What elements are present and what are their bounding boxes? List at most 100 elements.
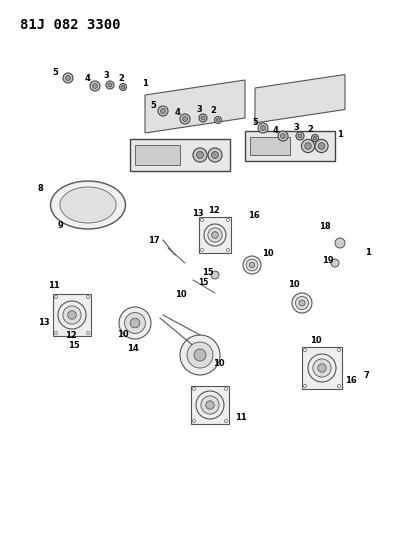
Circle shape	[90, 81, 100, 91]
Text: 16: 16	[248, 211, 260, 220]
Circle shape	[68, 311, 76, 319]
Circle shape	[211, 151, 219, 158]
Text: 4: 4	[85, 74, 91, 83]
Text: 1: 1	[365, 248, 371, 257]
Circle shape	[227, 219, 230, 222]
Circle shape	[280, 133, 286, 139]
Circle shape	[125, 312, 145, 334]
FancyBboxPatch shape	[130, 139, 230, 171]
Text: 5: 5	[52, 68, 58, 77]
Circle shape	[249, 262, 255, 268]
Text: 1: 1	[337, 130, 343, 139]
Circle shape	[295, 296, 308, 310]
Text: 8: 8	[38, 184, 44, 193]
Circle shape	[201, 116, 205, 120]
Ellipse shape	[60, 187, 116, 223]
Circle shape	[55, 295, 57, 298]
Text: 10: 10	[310, 336, 322, 345]
Circle shape	[278, 131, 288, 141]
FancyBboxPatch shape	[245, 131, 335, 161]
Text: 14: 14	[127, 344, 139, 353]
FancyBboxPatch shape	[302, 347, 342, 389]
FancyBboxPatch shape	[199, 217, 231, 253]
Circle shape	[225, 419, 227, 423]
Circle shape	[303, 349, 307, 351]
Circle shape	[108, 83, 112, 87]
Circle shape	[337, 349, 341, 351]
Text: 10: 10	[262, 249, 274, 258]
Circle shape	[158, 106, 168, 116]
Circle shape	[180, 335, 220, 375]
Text: 17: 17	[148, 236, 160, 245]
Circle shape	[160, 109, 166, 114]
Circle shape	[106, 81, 114, 89]
Circle shape	[208, 148, 222, 162]
Circle shape	[313, 136, 317, 140]
Circle shape	[86, 295, 89, 298]
Circle shape	[199, 114, 207, 122]
Text: 5: 5	[252, 118, 258, 127]
Text: 9: 9	[58, 221, 64, 230]
Text: 13: 13	[192, 209, 204, 218]
Circle shape	[225, 387, 227, 391]
Circle shape	[243, 256, 261, 274]
Text: 11: 11	[235, 413, 247, 422]
Circle shape	[331, 259, 339, 267]
Circle shape	[308, 354, 336, 382]
Text: 10: 10	[288, 280, 300, 289]
Circle shape	[312, 134, 318, 141]
Circle shape	[212, 232, 218, 238]
Circle shape	[298, 134, 302, 138]
Text: 16: 16	[345, 376, 357, 385]
Text: 1: 1	[142, 79, 148, 88]
Circle shape	[55, 332, 57, 335]
Circle shape	[180, 114, 190, 124]
Circle shape	[130, 318, 140, 328]
Circle shape	[305, 143, 311, 149]
Circle shape	[337, 384, 341, 387]
Circle shape	[93, 84, 97, 88]
Text: 11: 11	[48, 281, 60, 290]
Circle shape	[196, 151, 204, 158]
Text: 18: 18	[319, 222, 331, 231]
Circle shape	[58, 301, 86, 329]
Text: 4: 4	[273, 126, 279, 135]
Circle shape	[65, 76, 70, 80]
Circle shape	[63, 306, 81, 324]
Circle shape	[315, 140, 328, 152]
Circle shape	[183, 117, 187, 122]
Circle shape	[216, 118, 220, 122]
Circle shape	[192, 387, 196, 391]
Circle shape	[200, 219, 204, 222]
Text: 13: 13	[38, 318, 50, 327]
Circle shape	[227, 248, 230, 252]
Text: 15: 15	[202, 268, 214, 277]
Circle shape	[192, 419, 196, 423]
FancyBboxPatch shape	[135, 146, 180, 165]
Ellipse shape	[51, 181, 126, 229]
FancyBboxPatch shape	[191, 386, 229, 424]
Circle shape	[296, 132, 304, 140]
Text: 7: 7	[363, 371, 369, 380]
Circle shape	[193, 148, 207, 162]
Circle shape	[318, 364, 326, 372]
Text: 81J 082 3300: 81J 082 3300	[20, 18, 120, 32]
Circle shape	[318, 143, 325, 149]
Circle shape	[200, 248, 204, 252]
Text: 10: 10	[213, 359, 225, 368]
Circle shape	[204, 224, 226, 246]
Circle shape	[194, 349, 206, 361]
FancyBboxPatch shape	[53, 294, 91, 336]
Circle shape	[121, 85, 125, 89]
Text: 3: 3	[293, 123, 299, 132]
Circle shape	[313, 359, 331, 377]
Circle shape	[86, 332, 89, 335]
Circle shape	[215, 117, 221, 124]
Circle shape	[196, 391, 224, 419]
Circle shape	[292, 293, 312, 313]
Circle shape	[303, 384, 307, 387]
Text: 15: 15	[68, 341, 80, 350]
Text: 3: 3	[103, 71, 109, 80]
Circle shape	[63, 73, 73, 83]
FancyBboxPatch shape	[249, 137, 290, 155]
